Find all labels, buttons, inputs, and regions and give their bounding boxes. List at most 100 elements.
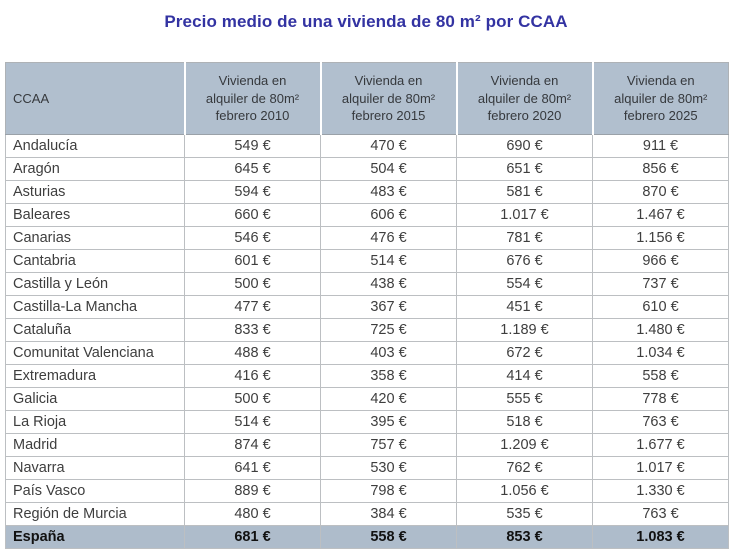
table-row: Castilla-La Mancha 477 €367 €451 €610 € — [5, 295, 729, 319]
ccaa-cell: Extremadura — [5, 364, 185, 388]
table-row: Navarra 641 €530 €762 €1.017 € — [5, 456, 729, 480]
price-cell: 601 € — [184, 249, 321, 273]
price-cell: 737 € — [592, 272, 729, 296]
ccaa-cell: España — [5, 525, 185, 549]
table-row: Galicia 500 €420 €555 €778 € — [5, 387, 729, 411]
price-cell: 651 € — [456, 157, 593, 181]
price-cell: 725 € — [320, 318, 457, 342]
header-febrero-2015: Vivienda en alquiler de 80m² febrero 201… — [319, 62, 457, 135]
price-cell: 470 € — [320, 134, 457, 158]
price-cell: 763 € — [592, 502, 729, 526]
price-cell: 1.056 € — [456, 479, 593, 503]
ccaa-cell: Baleares — [5, 203, 185, 227]
price-cell: 504 € — [320, 157, 457, 181]
price-cell: 420 € — [320, 387, 457, 411]
ccaa-cell: Galicia — [5, 387, 185, 411]
price-cell: 367 € — [320, 295, 457, 319]
price-cell: 757 € — [320, 433, 457, 457]
price-cell: 1.156 € — [592, 226, 729, 250]
table-row: Cataluña 833 €725 €1.189 €1.480 € — [5, 318, 729, 342]
price-cell: 514 € — [320, 249, 457, 273]
price-cell: 581 € — [456, 180, 593, 204]
ccaa-cell: Asturias — [5, 180, 185, 204]
price-cell: 483 € — [320, 180, 457, 204]
price-cell: 558 € — [592, 364, 729, 388]
header-ccaa: CCAA — [5, 62, 185, 135]
price-cell: 870 € — [592, 180, 729, 204]
price-cell: 1.017 € — [592, 456, 729, 480]
price-cell: 416 € — [184, 364, 321, 388]
price-cell: 358 € — [320, 364, 457, 388]
price-cell: 856 € — [592, 157, 729, 181]
price-cell: 488 € — [184, 341, 321, 365]
table-row: Comunitat Valenciana 488 €403 €672 €1.034… — [5, 341, 729, 365]
price-cell: 641 € — [184, 456, 321, 480]
table-row: Canarias 546 €476 €781 €1.156 € — [5, 226, 729, 250]
price-cell: 645 € — [184, 157, 321, 181]
price-cell: 1.209 € — [456, 433, 593, 457]
price-cell: 1.189 € — [456, 318, 593, 342]
price-cell: 555 € — [456, 387, 593, 411]
price-cell: 610 € — [592, 295, 729, 319]
header-febrero-2025: Vivienda en alquiler de 80m² febrero 202… — [591, 62, 729, 135]
total-row-espana: España 681 €558 €853 €1.083 € — [5, 525, 729, 549]
price-cell: 672 € — [456, 341, 593, 365]
price-cell: 681 € — [184, 525, 321, 549]
ccaa-cell: Canarias — [5, 226, 185, 250]
table-row: Madrid 874 €757 €1.209 €1.677 € — [5, 433, 729, 457]
ccaa-cell: País Vasco — [5, 479, 185, 503]
price-cell: 530 € — [320, 456, 457, 480]
price-cell: 889 € — [184, 479, 321, 503]
price-cell: 476 € — [320, 226, 457, 250]
price-cell: 500 € — [184, 387, 321, 411]
price-cell: 762 € — [456, 456, 593, 480]
price-cell: 414 € — [456, 364, 593, 388]
price-cell: 403 € — [320, 341, 457, 365]
price-cell: 606 € — [320, 203, 457, 227]
table-row: Asturias 594 €483 €581 €870 € — [5, 180, 729, 204]
table-row: País Vasco 889 €798 €1.056 €1.330 € — [5, 479, 729, 503]
ccaa-cell: Castilla y León — [5, 272, 185, 296]
ccaa-cell: La Rioja — [5, 410, 185, 434]
ccaa-cell: Castilla-La Mancha — [5, 295, 185, 319]
table-row: Castilla y León 500 €438 €554 €737 € — [5, 272, 729, 296]
price-cell: 384 € — [320, 502, 457, 526]
page-title: Precio medio de una vivienda de 80 m² po… — [164, 12, 568, 31]
price-cell: 438 € — [320, 272, 457, 296]
price-cell: 1.083 € — [592, 525, 729, 549]
price-cell: 514 € — [184, 410, 321, 434]
table-row: La Rioja 514 €395 €518 €763 € — [5, 410, 729, 434]
price-cell: 1.330 € — [592, 479, 729, 503]
price-cell: 535 € — [456, 502, 593, 526]
price-cell: 798 € — [320, 479, 457, 503]
price-cell: 853 € — [456, 525, 593, 549]
price-cell: 1.034 € — [592, 341, 729, 365]
ccaa-cell: Cantabria — [5, 249, 185, 273]
price-cell: 833 € — [184, 318, 321, 342]
table-row: Extremadura 416 €358 €414 €558 € — [5, 364, 729, 388]
price-cell: 518 € — [456, 410, 593, 434]
price-cell: 660 € — [184, 203, 321, 227]
price-cell: 676 € — [456, 249, 593, 273]
price-cell: 874 € — [184, 433, 321, 457]
table-row: Baleares 660 €606 €1.017 €1.467 € — [5, 203, 729, 227]
table-row: Andalucía 549 €470 €690 €911 € — [5, 134, 729, 158]
table-row: Cantabria 601 €514 €676 €966 € — [5, 249, 729, 273]
price-cell: 594 € — [184, 180, 321, 204]
price-cell: 451 € — [456, 295, 593, 319]
ccaa-cell: Comunitat Valenciana — [5, 341, 185, 365]
price-cell: 500 € — [184, 272, 321, 296]
ccaa-cell: Región de Murcia — [5, 502, 185, 526]
table-row: Región de Murcia 480 €384 €535 €763 € — [5, 502, 729, 526]
price-cell: 546 € — [184, 226, 321, 250]
price-cell: 1.017 € — [456, 203, 593, 227]
price-cell: 778 € — [592, 387, 729, 411]
price-cell: 477 € — [184, 295, 321, 319]
ccaa-cell: Madrid — [5, 433, 185, 457]
price-cell: 554 € — [456, 272, 593, 296]
price-cell: 781 € — [456, 226, 593, 250]
header-febrero-2020: Vivienda en alquiler de 80m² febrero 202… — [455, 62, 593, 135]
ccaa-cell: Aragón — [5, 157, 185, 181]
price-cell: 1.480 € — [592, 318, 729, 342]
price-cell: 480 € — [184, 502, 321, 526]
